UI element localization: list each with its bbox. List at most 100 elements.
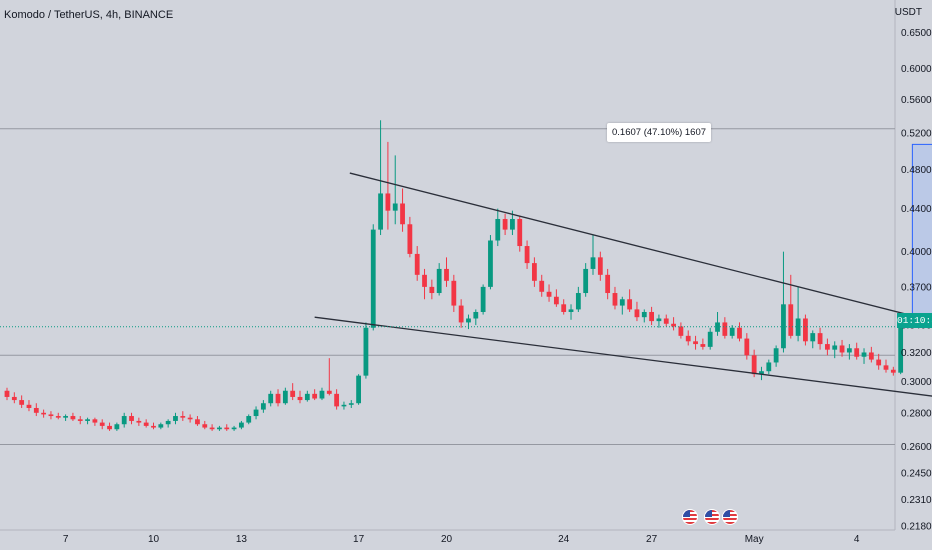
candle-body (649, 311, 654, 322)
x-tick-label: 17 (353, 534, 365, 545)
x-tick-label: 7 (63, 534, 69, 545)
candle-body (685, 335, 691, 342)
y-tick-label: 0.3200 (901, 348, 932, 359)
measure-box (911, 143, 932, 318)
candle-body (868, 352, 874, 360)
last-price-badge: 01:10:58 (897, 313, 932, 328)
candle-body (121, 416, 127, 425)
y-tick-label: 0.4000 (901, 247, 932, 258)
x-tick-label: 24 (558, 534, 570, 545)
measure-label: 0.1607 (47.10%) 1607 (607, 123, 712, 142)
candle-body (246, 416, 252, 423)
candle-body (751, 355, 757, 375)
candle-body (502, 218, 508, 230)
candle-body (63, 416, 68, 418)
candle-body (77, 419, 83, 421)
candle-body (458, 305, 464, 323)
candle-body (334, 393, 340, 407)
candle-body (151, 425, 156, 428)
candle-body (41, 412, 47, 415)
candle-body (341, 404, 347, 407)
candle-body (4, 390, 10, 397)
candle-body (678, 326, 684, 336)
symbol-title: Komodo / TetherUS, 4h, BINANCE (4, 9, 174, 21)
x-tick-label: May (745, 534, 764, 545)
y-tick-label: 0.6500 (901, 28, 932, 39)
us-flag-icon[interactable] (722, 509, 738, 525)
candle-body (33, 407, 39, 413)
candle-body (114, 424, 120, 430)
candle-body (729, 327, 735, 336)
candle-body (180, 416, 186, 418)
x-tick-label: 10 (148, 534, 160, 545)
candle-body (656, 318, 662, 322)
candle-body (217, 427, 222, 430)
candle-body (803, 318, 808, 342)
candle-body (275, 393, 281, 404)
candle-body (568, 309, 574, 312)
candle-body (817, 333, 823, 345)
candle-body (326, 390, 332, 394)
y-tick-label: 0.3700 (901, 282, 932, 293)
candle-body (85, 419, 90, 421)
candle-body (356, 375, 361, 404)
candle-body (282, 390, 288, 404)
candle-body (297, 396, 303, 401)
candle-body (597, 257, 603, 275)
x-tick-label: 20 (441, 534, 453, 545)
us-flag-icon[interactable] (704, 509, 720, 525)
candle-body (876, 359, 882, 366)
candle-body (209, 427, 215, 430)
candle-body (517, 218, 523, 247)
candle-body (158, 424, 164, 428)
candle-body (202, 424, 208, 428)
candle-body (722, 322, 728, 336)
candle-body (583, 268, 589, 294)
candle-body (99, 422, 105, 426)
candle-body (414, 253, 420, 275)
candle-body (48, 414, 54, 417)
candle-body (239, 422, 244, 428)
candle-body (561, 304, 567, 312)
candle-body (444, 268, 449, 281)
candle-body (883, 365, 889, 370)
candle-body (700, 344, 706, 347)
candle-body (495, 218, 501, 241)
candle-body (55, 416, 61, 418)
x-tick-label: 27 (646, 534, 658, 545)
candle-body (187, 417, 193, 420)
candle-body (781, 304, 786, 349)
candle-body (11, 396, 17, 401)
candle-body (553, 296, 559, 305)
candle-body (348, 403, 354, 405)
candle-body (290, 390, 296, 397)
candle-body (224, 427, 230, 430)
candle-body (707, 331, 713, 347)
candle-body (861, 352, 867, 357)
candle-body (231, 427, 237, 430)
candle-body (605, 274, 611, 294)
candle-body (26, 404, 32, 408)
candle-body (612, 293, 618, 306)
y-tick-label: 0.2310 (901, 495, 932, 506)
candle-body (890, 369, 896, 373)
us-flag-icon[interactable] (682, 509, 698, 525)
candle-body (539, 280, 545, 292)
candle-body (832, 345, 838, 350)
candle-body (898, 326, 904, 373)
x-tick-label: 13 (236, 534, 248, 545)
candle-body (846, 348, 852, 353)
candle-body (854, 348, 860, 357)
candle-body (480, 286, 486, 312)
candle-body (524, 246, 530, 264)
candle-body (378, 193, 383, 230)
y-tick-label: 0.4400 (901, 204, 932, 215)
candle-body (810, 333, 816, 342)
candle-body (19, 400, 25, 405)
y-tick-label: 0.2600 (901, 442, 932, 453)
candle-body (627, 299, 633, 310)
candle-body (422, 274, 427, 287)
candle-body (788, 304, 794, 336)
